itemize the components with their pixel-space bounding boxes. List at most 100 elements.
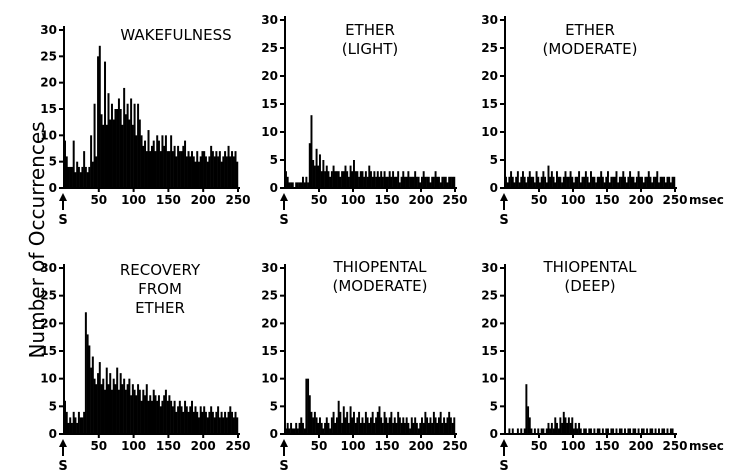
stimulus-arrowhead [280,439,288,447]
histogram-bar [171,406,174,434]
x-tick-label: 100 [121,439,146,453]
y-tick-label: 20 [40,76,57,90]
histogram-bar [578,171,581,188]
x-tick-label: 50 [90,439,107,453]
histogram-bar [605,176,608,188]
histogram-bar [625,182,628,188]
histogram-bar [654,176,657,188]
histogram-bar [77,411,80,434]
histogram-bar [88,345,91,434]
histogram-bar [554,182,557,188]
stimulus-label: S [279,213,288,228]
y-tick-label: 10 [261,125,278,139]
histogram-bar [159,406,162,434]
histogram-bar [603,182,606,188]
histogram-bar [559,176,562,188]
histogram-bar [562,176,565,188]
histogram-bar [663,176,666,188]
histogram-bar [446,182,449,188]
histogram-bar [579,182,582,188]
histogram-bar [449,176,452,188]
histogram-bar [310,115,313,188]
histogram-bar [444,176,447,188]
histogram-bar [414,417,417,434]
histogram-bar [330,171,333,188]
histogram-bar [211,151,214,188]
x-tick-label: 200 [191,193,216,207]
histogram-bar [135,395,138,434]
histogram-bar [669,182,672,188]
histogram-bar [170,400,173,434]
histogram-bar [135,135,138,188]
histogram-panel: 0 5 10 15 20 25 30 50 100 150 200 250 S ETHER(LIGHT) [261,13,467,228]
stimulus-arrowhead [59,193,67,201]
histogram-bar [170,135,173,188]
histogram-bar [424,176,427,188]
histogram-bar [593,176,596,188]
histogram-bar [93,103,96,188]
histogram-bar [426,176,429,188]
histogram-bar [218,417,221,434]
histogram-bar [508,176,511,188]
histogram-bar [194,406,197,434]
histogram-bar [629,428,632,434]
histogram-bar [637,428,640,434]
panel-title: THIOPENTAL [542,258,637,276]
histogram-bar [511,176,514,188]
histogram-bar [312,160,315,188]
histogram-bar [443,176,446,188]
histogram-bar [140,400,143,434]
histogram-bar [620,428,623,434]
histogram-bar [191,400,194,434]
histogram-bar [100,114,103,188]
histogram-bar [286,422,289,434]
histogram-bar [569,171,572,188]
histogram-bar [192,411,195,434]
histogram-bar [661,428,664,434]
y-tick-label: 0 [490,427,498,441]
histogram-bar [557,176,560,188]
histogram-bar [523,176,526,188]
histogram-bar [104,389,107,434]
histogram-bar [528,171,531,188]
histogram-bar [185,406,188,434]
histogram-bar [117,389,120,434]
histogram-bar [387,422,389,434]
histogram-bar [605,428,608,434]
histogram-bar [439,411,442,434]
y-tick-label: 25 [261,41,278,55]
stimulus-arrowhead [500,439,508,447]
histogram-bar [208,156,211,188]
y-tick-label: 20 [481,69,498,83]
histogram-bar [349,406,352,434]
histogram-bar [194,161,197,188]
histogram-bar [620,176,623,188]
histogram-bar [573,428,575,434]
histogram-bar [404,176,406,188]
histogram-bar [288,428,291,434]
histogram-bar [441,422,444,434]
histogram-bar [421,176,423,188]
histogram-bar [552,176,555,188]
histogram-bar [302,422,304,434]
y-tick-label: 20 [40,316,57,330]
histogram-bar [448,411,451,434]
histogram-bar [571,176,574,188]
histogram-bar [544,176,547,188]
histogram-bar [67,422,70,434]
histogram-bar [79,172,82,188]
histogram-bar [288,182,291,188]
histogram-bar [532,176,535,188]
histogram-bar [376,411,379,434]
histogram-bar [540,176,543,188]
histogram-bar [564,171,567,188]
histogram-bar [666,176,669,188]
histogram-bar [210,406,213,434]
histogram-bar [434,417,437,434]
histogram-bar [576,428,579,434]
histogram-bar [185,156,188,188]
histogram-bar [669,428,672,434]
histogram-bar [213,417,216,434]
histogram-bar [104,61,107,188]
histogram-bar [392,171,395,188]
